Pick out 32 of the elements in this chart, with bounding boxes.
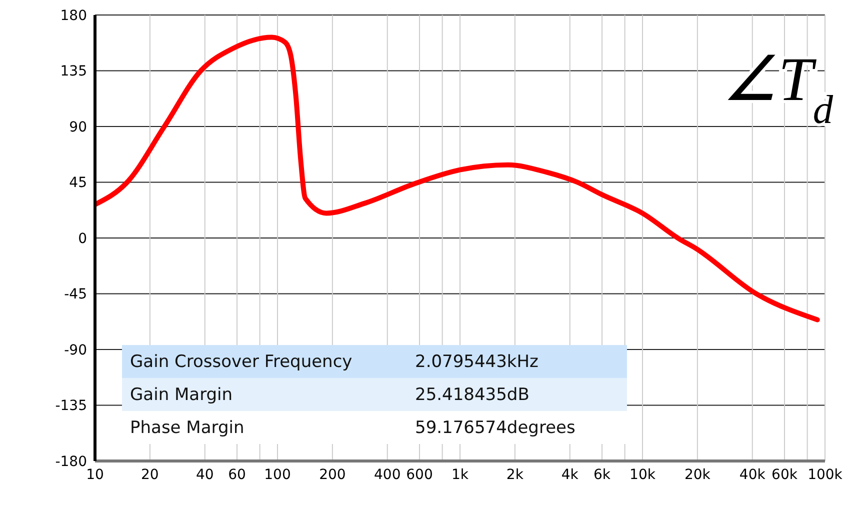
y-tick-label: -180 — [55, 454, 87, 470]
x-tick-label: 60 — [228, 466, 246, 483]
y-tick-label: -45 — [64, 286, 87, 303]
x-tick-label: 40 — [196, 466, 214, 483]
y-tick-label: 45 — [69, 175, 87, 192]
y-tick-label: -135 — [55, 398, 87, 414]
annotation: Gain Margin — [129, 384, 234, 404]
x-tick-label: 100k — [808, 466, 844, 483]
x-tick-label: 40k — [739, 466, 766, 483]
y-tick-label: 180 — [60, 8, 87, 24]
x-tick-label: 100 — [264, 466, 291, 483]
annotation: 25.418435dB — [415, 384, 530, 404]
annotation: 2.0795443kHz — [415, 352, 538, 372]
x-tick-label: 10 — [86, 466, 104, 483]
x-tick-label: 60k — [772, 466, 798, 483]
x-tick-label: 6k — [594, 466, 612, 483]
x-tick-label: 200 — [319, 466, 346, 483]
x-tick-label: 4k — [561, 466, 580, 483]
x-tick-label: 1k — [451, 466, 470, 483]
annotation: 59.176574degrees — [415, 418, 576, 438]
y-tick-label: -90 — [64, 342, 87, 358]
y-tick-label: 0 — [78, 230, 87, 247]
x-tick-label: 2k — [506, 466, 524, 483]
x-tick-label: 600 — [406, 466, 433, 483]
y-tick-label: 90 — [69, 119, 87, 136]
x-tick-label: 10k — [630, 466, 656, 483]
x-tick-label: 20k — [684, 466, 712, 483]
x-tick-label: 20 — [141, 466, 159, 483]
x-tick-label: 400 — [374, 466, 401, 483]
annotation: Gain Crossover Frequency — [129, 352, 354, 372]
y-tick-label: 135 — [60, 64, 87, 80]
annotation: Phase Margin — [129, 418, 246, 438]
